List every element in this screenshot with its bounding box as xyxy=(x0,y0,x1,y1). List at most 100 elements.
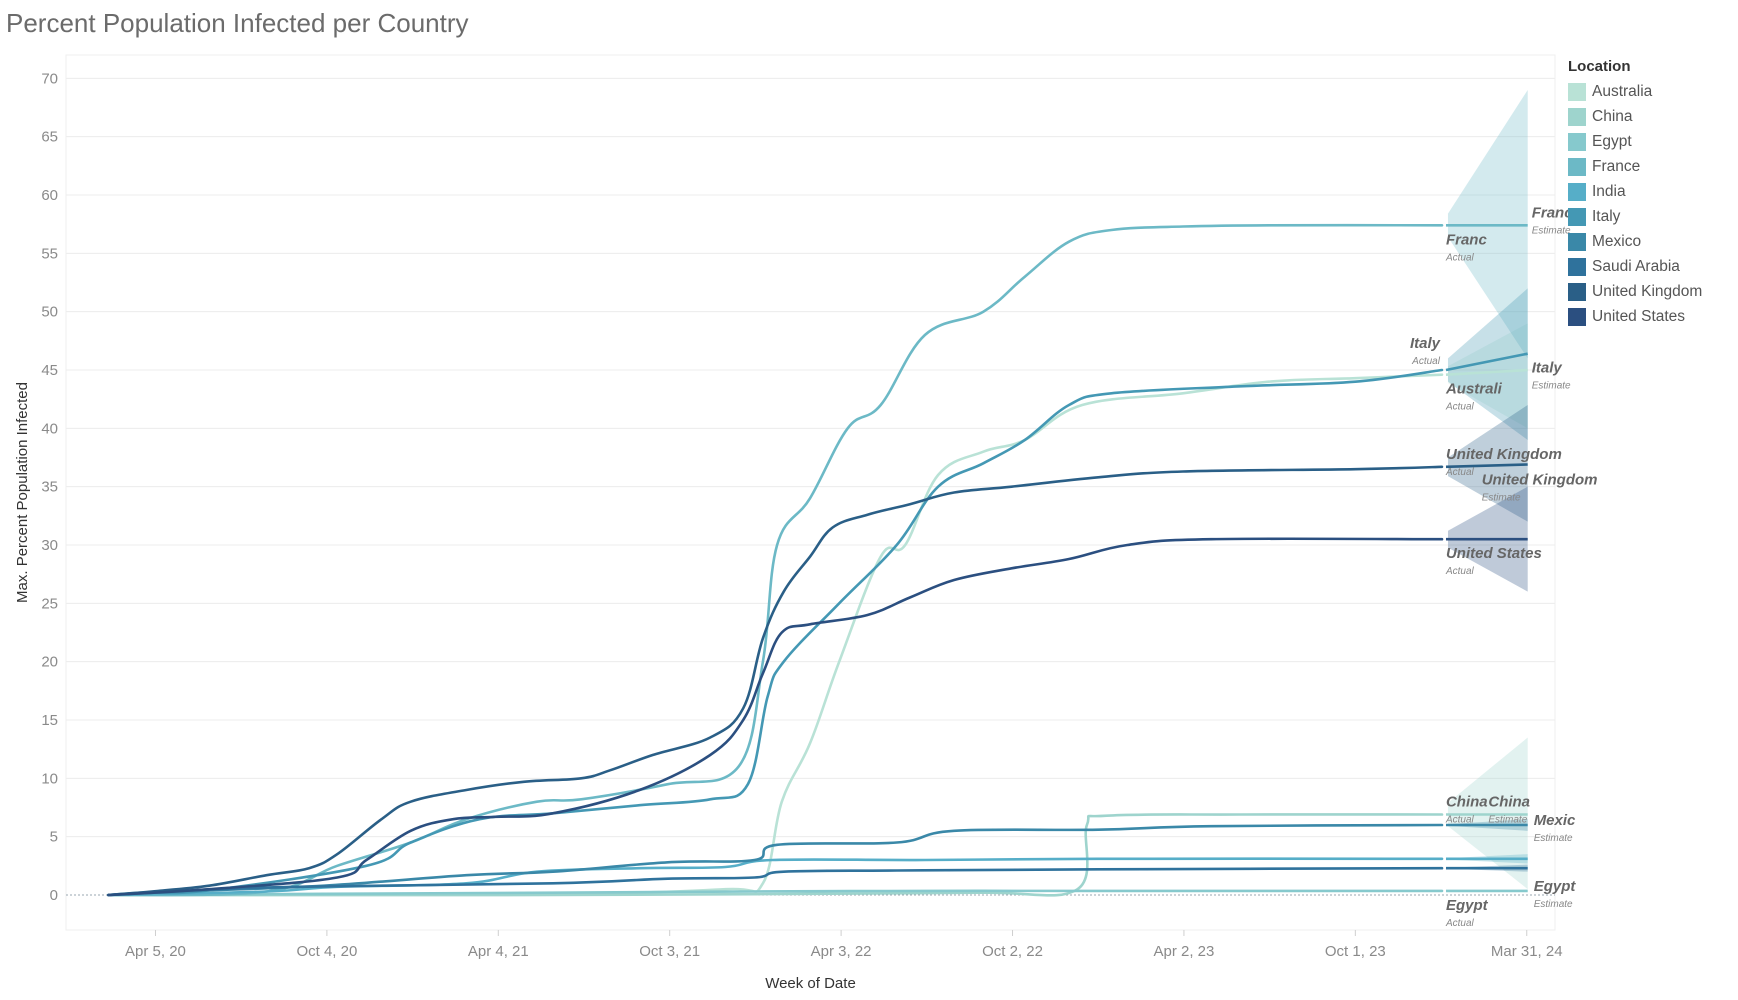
annotation-label: United Kingdom xyxy=(1446,446,1562,463)
x-tick-label: Apr 3, 22 xyxy=(811,943,872,960)
annotation-label: China xyxy=(1488,794,1530,811)
y-tick-label: 35 xyxy=(41,479,58,496)
series-line-australia xyxy=(107,373,1444,897)
annotation-sublabel: Estimate xyxy=(1534,833,1573,844)
forecast-line-united-kingdom xyxy=(1445,463,1528,469)
annotation-sublabel: Estimate xyxy=(1532,225,1571,236)
annotation-label: China xyxy=(1446,794,1488,811)
series-line-india xyxy=(107,857,1444,897)
legend-label: Saudi Arabia xyxy=(1592,257,1680,275)
x-tick-label: Oct 1, 23 xyxy=(1325,943,1386,960)
y-tick-label: 40 xyxy=(41,420,58,437)
forecast-band-italy xyxy=(1447,288,1528,440)
legend-swatch xyxy=(1568,107,1586,126)
x-tick-label: Apr 2, 23 xyxy=(1153,943,1214,960)
annotation-sublabel: Actual xyxy=(1445,467,1475,478)
annotation-sublabel: Estimate xyxy=(1532,381,1571,392)
annotation-label: Franc xyxy=(1532,204,1574,221)
annotation-label: United States xyxy=(1446,545,1542,562)
y-tick-label: 25 xyxy=(41,595,58,612)
annotation-sublabel: Actual xyxy=(1411,356,1441,367)
legend-item-saudi-arabia[interactable]: Saudi Arabia xyxy=(1568,254,1702,279)
legend-label: United Kingdom xyxy=(1592,282,1703,300)
forecast-line-italy xyxy=(1445,352,1528,372)
y-tick-label: 70 xyxy=(41,70,58,87)
series-line-china xyxy=(107,813,1444,897)
y-tick-label: 10 xyxy=(41,770,58,787)
y-tick-label: 60 xyxy=(41,187,58,204)
annotation-sublabel: Actual xyxy=(1445,566,1475,577)
legend-label: China xyxy=(1592,107,1633,125)
legend-item-china[interactable]: China xyxy=(1568,104,1702,129)
forecast-band-australia xyxy=(1447,323,1528,429)
legend-swatch xyxy=(1568,282,1586,301)
legend-label: Australia xyxy=(1592,82,1653,100)
x-axis-title: Week of Date xyxy=(765,975,856,992)
x-tick-label: Apr 4, 21 xyxy=(468,943,529,960)
legend-swatch xyxy=(1568,157,1586,176)
series-line-saudi-arabia xyxy=(107,866,1444,897)
forecast-band-united-kingdom xyxy=(1447,405,1528,522)
legend-item-mexico[interactable]: Mexico xyxy=(1568,229,1702,254)
legend-label: Italy xyxy=(1592,207,1621,225)
y-tick-label: 50 xyxy=(41,304,58,321)
legend-label: India xyxy=(1592,182,1626,200)
plot-area xyxy=(65,54,1556,931)
series-line-egypt xyxy=(107,889,1444,897)
legend-items: Australia China Egypt France India Italy Mexic… xyxy=(1568,79,1702,329)
annotation-label: Franc xyxy=(1446,231,1488,248)
x-tick-label: Apr 5, 20 xyxy=(125,943,186,960)
chart-title: Percent Population Infected per Country xyxy=(6,8,469,38)
x-tick-label: Oct 3, 21 xyxy=(639,943,700,960)
y-tick-label: 65 xyxy=(41,129,58,146)
legend-swatch xyxy=(1568,132,1586,151)
annotation-sublabel: Estimate xyxy=(1534,899,1573,910)
annotation-label: Egypt xyxy=(1446,897,1489,914)
annotation-label: Italy xyxy=(1532,360,1563,377)
legend-swatch xyxy=(1568,257,1586,276)
legend-item-australia[interactable]: Australia xyxy=(1568,79,1702,104)
series-line-italy xyxy=(107,368,1444,897)
legend-item-italy[interactable]: Italy xyxy=(1568,204,1702,229)
y-tick-label: 0 xyxy=(50,887,58,904)
x-tick-label: Oct 4, 20 xyxy=(296,943,357,960)
annotation-label: United Kingdom xyxy=(1482,472,1598,489)
legend-label: United States xyxy=(1592,307,1686,325)
y-tick-label: 30 xyxy=(41,537,58,554)
legend-label: Mexico xyxy=(1592,232,1642,250)
y-tick-label: 55 xyxy=(41,245,58,262)
legend-item-egypt[interactable]: Egypt xyxy=(1568,129,1702,154)
annotation-label: Italy xyxy=(1410,335,1441,352)
series-line-united-kingdom xyxy=(107,465,1444,897)
legend-swatch xyxy=(1568,82,1586,101)
series-line-united-states xyxy=(107,537,1444,897)
legend-swatch xyxy=(1568,207,1586,226)
legend-label: Egypt xyxy=(1592,132,1632,150)
y-tick-label: 20 xyxy=(41,654,58,671)
y-axis-title: Max. Percent Population Infected xyxy=(14,382,31,603)
legend-swatch xyxy=(1568,182,1586,201)
annotation-label: Egypt xyxy=(1534,878,1577,895)
legend-swatch xyxy=(1568,232,1586,251)
annotation-sublabel: Estimate xyxy=(1488,815,1527,826)
series-line-france xyxy=(107,223,1444,897)
y-tick-label: 45 xyxy=(41,362,58,379)
annotation-label: Mexic xyxy=(1534,812,1576,829)
y-tick-label: 15 xyxy=(41,712,58,729)
annotation-sublabel: Actual xyxy=(1445,815,1475,826)
legend-item-france[interactable]: France xyxy=(1568,154,1702,179)
legend-swatch xyxy=(1568,307,1586,326)
legend-label: France xyxy=(1592,157,1641,175)
annotation-sublabel: Estimate xyxy=(1482,493,1521,504)
legend-title: Location xyxy=(1568,58,1631,75)
x-tick-label: Oct 2, 22 xyxy=(982,943,1043,960)
legend-item-united-kingdom[interactable]: United Kingdom xyxy=(1568,279,1702,304)
x-tick-label: Mar 31, 24 xyxy=(1491,943,1563,960)
annotation-label: Australi xyxy=(1445,381,1503,398)
y-tick-label: 5 xyxy=(50,829,58,846)
forecast-line-australia xyxy=(1445,368,1528,376)
legend-item-india[interactable]: India xyxy=(1568,179,1702,204)
annotation-sublabel: Actual xyxy=(1445,252,1475,263)
legend-item-united-states[interactable]: United States xyxy=(1568,304,1702,329)
